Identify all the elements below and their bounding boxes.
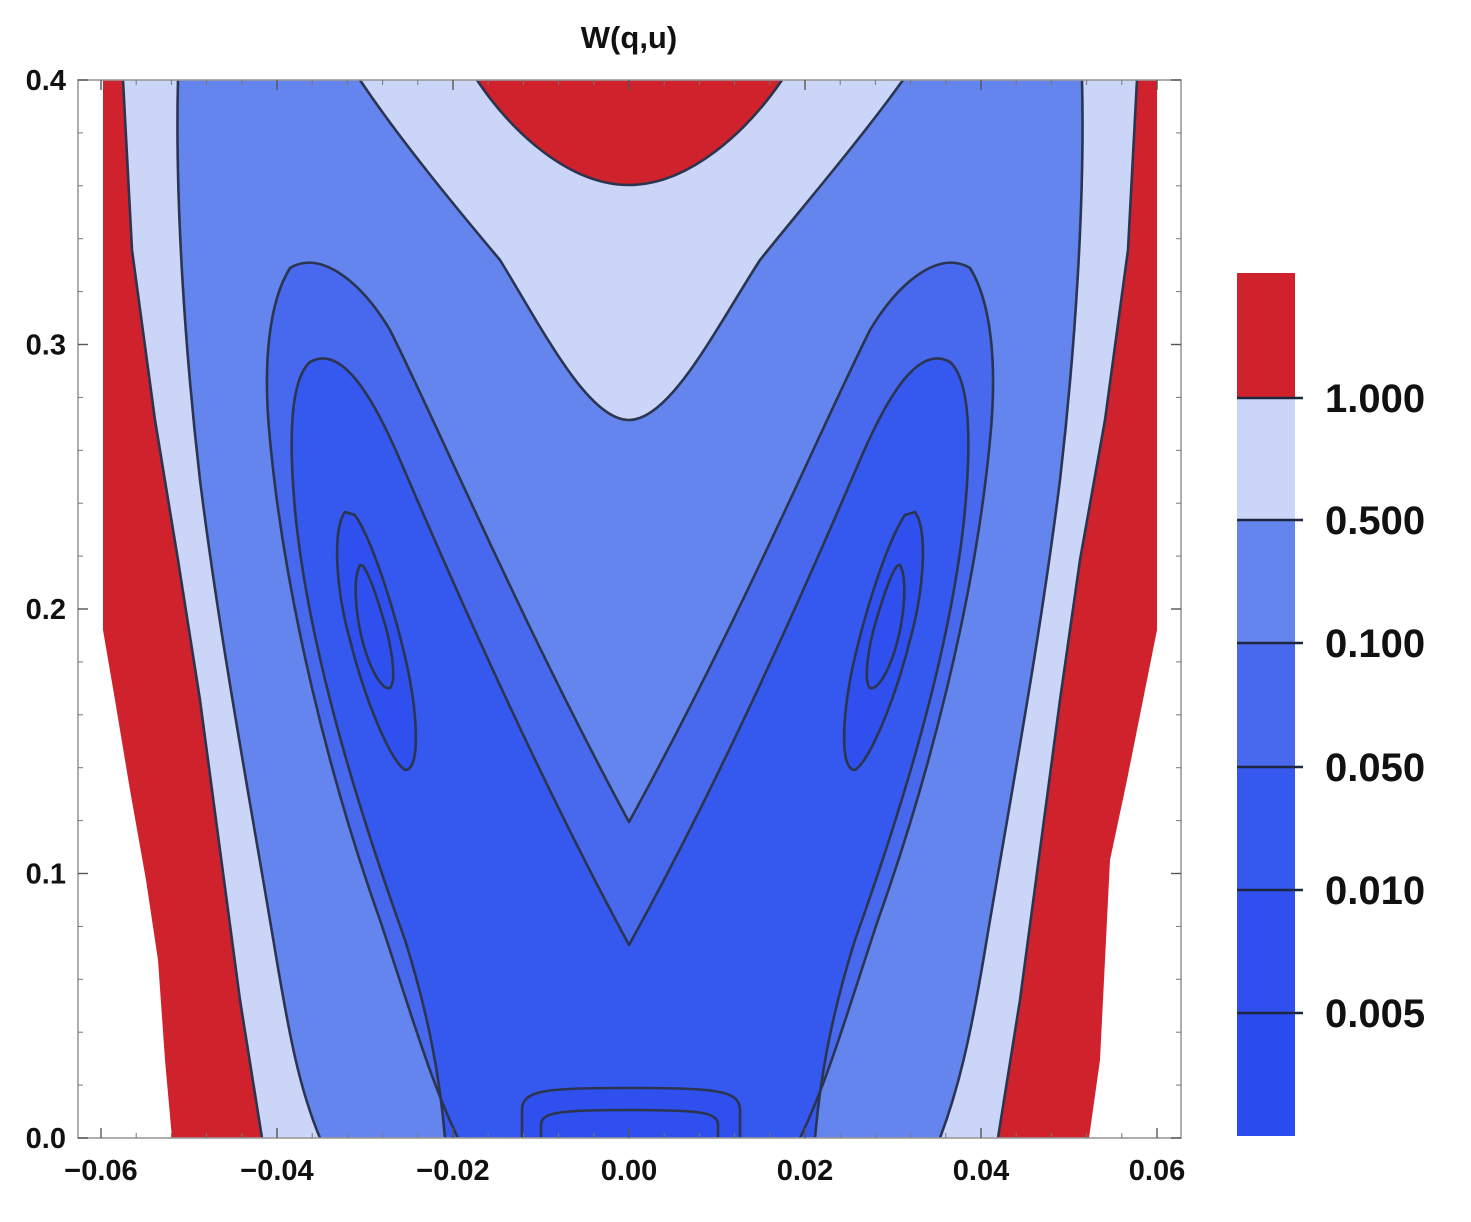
legend-swatch xyxy=(1237,1013,1295,1136)
contour-line-0.005-left xyxy=(354,563,395,690)
y-tick-label: 0.3 xyxy=(26,330,66,362)
contour-line-0.1 xyxy=(265,261,995,1138)
legend-swatch xyxy=(1237,398,1295,520)
y-tick-label: 0.4 xyxy=(26,65,66,97)
legend: 1.000 0.500 0.100 0.050 0.010 0.005 xyxy=(1237,273,1425,1136)
contour-line-0.5-left xyxy=(176,80,322,1138)
contour-line-0.5-right xyxy=(938,80,1084,1138)
legend-swatch xyxy=(1237,767,1295,890)
contour-line-0.01-right xyxy=(842,510,925,772)
contour-line-1-right xyxy=(996,80,1139,1138)
contour-line-1-top xyxy=(475,80,784,187)
contour-line-0.05 xyxy=(290,357,970,1138)
legend-label: 0.005 xyxy=(1325,992,1425,1036)
contour-line-0.005-right xyxy=(865,563,906,690)
y-tick-label: 0.0 xyxy=(26,1123,66,1155)
x-tick-label: 0.04 xyxy=(953,1155,1009,1187)
legend-label: 0.050 xyxy=(1325,746,1425,790)
legend-swatch xyxy=(1237,520,1295,643)
contour-fill-bowl xyxy=(360,80,903,420)
legend-label: 0.010 xyxy=(1325,869,1425,913)
contour-fill-bottom-pocket xyxy=(522,1088,740,1138)
contour-line-bottom-outer xyxy=(520,1086,742,1138)
contour-fill-0.01-0.05 xyxy=(291,358,969,1138)
x-tick-label: −0.04 xyxy=(240,1155,313,1187)
y-tick-label: 0.1 xyxy=(26,859,66,891)
x-tick-label: 0.02 xyxy=(777,1155,833,1187)
contour-line-bottom-inner xyxy=(539,1108,720,1138)
legend-label: 0.100 xyxy=(1325,622,1425,666)
plot-area xyxy=(78,80,1181,1138)
legend-label: 1.000 xyxy=(1325,377,1425,421)
x-tick-label: −0.06 xyxy=(64,1155,137,1187)
x-tick-label: 0.00 xyxy=(601,1155,657,1187)
y-tick-label: 0.2 xyxy=(26,594,66,626)
x-tick-label: −0.02 xyxy=(416,1155,489,1187)
y-axis: 0.0 0.1 0.2 0.3 0.4 xyxy=(26,65,1181,1155)
chart-title: W(q,u) xyxy=(581,20,677,55)
contour-line-0.01-left xyxy=(335,510,418,772)
contour-line-1-left xyxy=(121,80,264,1138)
legend-swatch xyxy=(1237,273,1295,398)
legend-label: 0.500 xyxy=(1325,499,1425,543)
x-axis: −0.06 −0.04 −0.02 0.00 0.02 0.04 0.06 xyxy=(64,80,1185,1187)
x-tick-label: 0.06 xyxy=(1129,1155,1185,1187)
contour-line-0.5-bowl xyxy=(358,80,905,422)
legend-swatch xyxy=(1237,643,1295,767)
contour-lines xyxy=(121,80,1139,1138)
